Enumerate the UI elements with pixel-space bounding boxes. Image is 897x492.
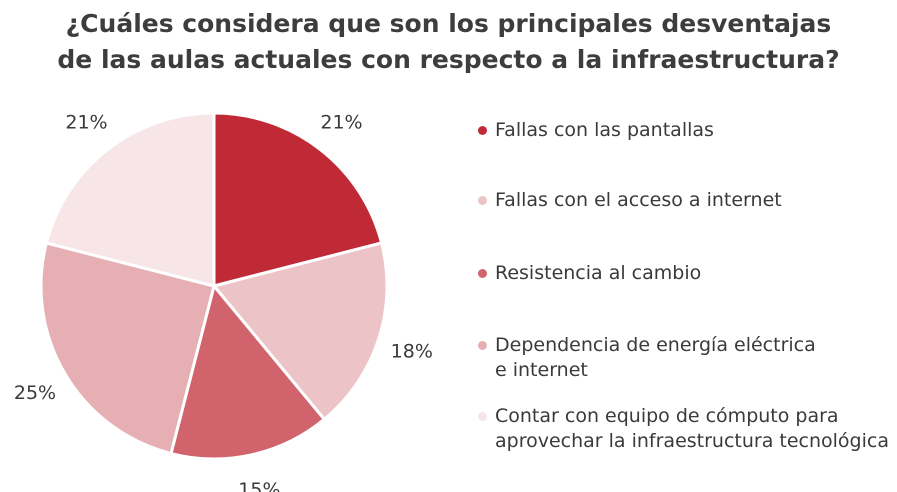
data-label-equipo-computo: 21% [65, 112, 107, 134]
data-label-fallas-pantallas: 21% [320, 112, 362, 134]
legend-swatch [478, 341, 487, 350]
legend-swatch [478, 269, 487, 278]
legend-swatch [478, 412, 487, 421]
legend-label-line-1: Contar con equipo de cómputo para [495, 405, 839, 427]
legend-label-line-2: e internet [495, 359, 588, 381]
pie-slice-fallas-internet [212, 241, 389, 421]
chart-title-line-2: de las aulas actuales con respecto a la … [57, 45, 840, 74]
legend-label-line-2: aprovechar la infraestructura tecnológic… [495, 430, 889, 452]
pie-slice-equipo-computo [44, 111, 216, 288]
chart-title-line-1: ¿Cuáles considera que son los principale… [65, 9, 832, 38]
legend-label: Fallas con el acceso a internet [495, 189, 782, 211]
chart-title: ¿Cuáles considera que son los principale… [0, 6, 897, 78]
legend-label-line-1: Dependencia de energía eléctrica [495, 334, 816, 356]
data-label-resistencia-cambio: 15% [238, 479, 280, 492]
pie-slice-dependencia-energia [39, 241, 216, 456]
data-label-dependencia-energia: 25% [14, 382, 56, 404]
legend-label: Fallas con las pantallas [495, 119, 714, 141]
legend-swatch [478, 196, 487, 205]
data-label-fallas-internet: 18% [391, 340, 433, 362]
legend-label: Resistencia al cambio [495, 262, 702, 284]
pie-slice-resistencia-cambio [169, 284, 326, 461]
pie-slice-fallas-pantallas [212, 111, 384, 288]
legend-swatch [478, 126, 487, 135]
